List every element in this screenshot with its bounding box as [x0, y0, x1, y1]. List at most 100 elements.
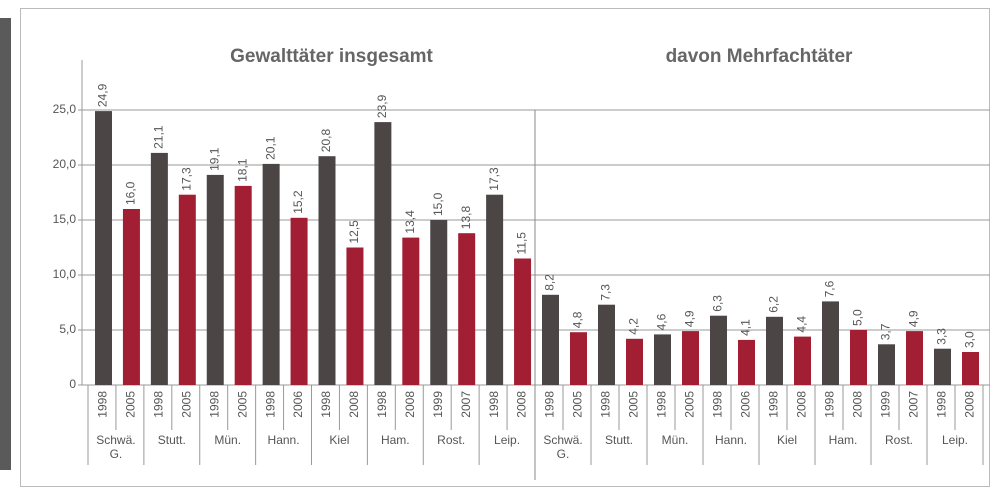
value-label: 5,0: [851, 309, 865, 326]
year-label: 1998: [711, 391, 725, 418]
bar: [794, 336, 811, 385]
year-label: 1998: [767, 391, 781, 418]
value-label: 4,4: [795, 316, 809, 333]
bar: [710, 315, 727, 385]
bar: [486, 194, 504, 385]
group-label: Mün.: [661, 433, 689, 447]
group-label: Kiel: [329, 433, 350, 447]
value-label: 24,9: [96, 83, 110, 107]
year-label: 1998: [487, 391, 501, 418]
year-label: 2007: [907, 391, 921, 418]
panel-title: Gewalttäter insgesamt: [230, 46, 433, 67]
value-label: 13,8: [459, 206, 473, 230]
bar: [150, 152, 168, 385]
group-label: Schwä. G.: [96, 433, 136, 461]
bar: [738, 339, 755, 385]
group-label: Stutt.: [604, 433, 633, 447]
value-label: 3,0: [963, 331, 977, 348]
y-tick-label: 10,0: [53, 267, 77, 281]
y-tick-label: 25,0: [53, 102, 77, 116]
bar: [318, 156, 336, 385]
value-label: 17,3: [487, 167, 501, 191]
year-label: 2008: [851, 391, 865, 418]
group-label: Hann.: [714, 433, 748, 447]
value-label: 4,2: [627, 318, 641, 335]
bar: [262, 163, 280, 385]
bar: [402, 237, 420, 385]
year-label: 1999: [879, 391, 893, 418]
value-label: 16,0: [124, 181, 138, 205]
bar: [850, 330, 867, 385]
y-tick-label: 5,0: [59, 322, 76, 336]
value-label: 6,2: [767, 296, 781, 313]
bar: [206, 174, 224, 385]
bar: [374, 122, 392, 385]
value-label: 15,0: [431, 192, 445, 216]
year-label: 2008: [795, 391, 809, 418]
bar: [906, 331, 923, 385]
value-label: 4,9: [683, 310, 697, 327]
value-label: 8,2: [543, 274, 557, 291]
value-label: 3,3: [935, 328, 949, 345]
bar: [626, 338, 643, 385]
value-label: 4,1: [739, 319, 753, 336]
year-label: 1998: [207, 391, 221, 418]
bar: [766, 316, 783, 385]
bar: [598, 304, 615, 385]
group-label: Stutt.: [157, 433, 186, 447]
bar: [822, 301, 839, 385]
value-label: 7,6: [823, 280, 837, 297]
bar: [654, 334, 671, 385]
value-label: 15,2: [291, 190, 305, 214]
bar: [290, 217, 308, 385]
value-label: 19,1: [207, 147, 221, 171]
year-label: 1998: [935, 391, 949, 418]
group-label: Hann.: [267, 433, 300, 447]
bar: [458, 233, 476, 385]
year-label: 2007: [459, 391, 473, 418]
value-label: 4,6: [655, 313, 669, 330]
year-label: 2005: [627, 391, 641, 418]
year-label: 1998: [375, 391, 389, 418]
y-tick-label: 0: [69, 377, 76, 391]
group-label: Schwä. G.: [543, 433, 583, 461]
value-label: 6,3: [711, 295, 725, 312]
group-label: Leip.: [941, 433, 969, 447]
bar: [346, 247, 364, 385]
panel-title: davon Mehrfachtäter: [666, 46, 853, 67]
year-label: 1998: [263, 391, 277, 418]
bar: [95, 111, 112, 385]
year-label: 2006: [739, 391, 753, 418]
year-label: 1998: [599, 391, 613, 418]
year-label: 1998: [319, 391, 333, 418]
bar: [682, 331, 699, 385]
group-label: Ham.: [828, 433, 858, 447]
bar: [542, 294, 559, 385]
bar: [934, 348, 951, 385]
year-label: 2008: [403, 391, 417, 418]
value-label: 18,1: [235, 158, 249, 182]
bar: [430, 220, 448, 385]
year-label: 2005: [235, 391, 249, 418]
bar: [878, 344, 895, 385]
bar: [962, 352, 979, 385]
group-label: Leip.: [494, 433, 521, 447]
y-tick-label: 15,0: [53, 212, 77, 226]
group-label: Mün.: [214, 433, 242, 447]
year-label: 2005: [124, 391, 138, 418]
year-label: 1998: [543, 391, 557, 418]
year-label: 1998: [823, 391, 837, 418]
group-label: Ham.: [380, 433, 410, 447]
value-label: 17,3: [179, 167, 193, 191]
value-label: 20,8: [319, 129, 333, 153]
year-label: 1998: [655, 391, 669, 418]
group-label: Rost.: [437, 433, 466, 447]
year-label: 1998: [152, 391, 166, 418]
value-label: 3,7: [879, 323, 893, 340]
frame: [20, 8, 990, 487]
year-label: 2005: [571, 391, 585, 418]
bar: [178, 194, 196, 385]
value-label: 7,3: [599, 284, 613, 301]
year-label: 2006: [291, 391, 305, 418]
